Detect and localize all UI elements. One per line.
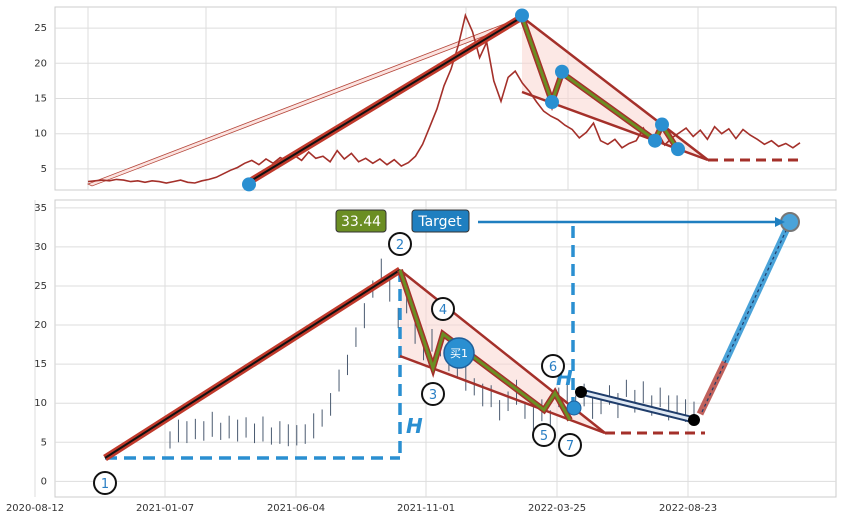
top-y-tick-label: 25 — [34, 23, 47, 34]
wave-point-label: 5 — [540, 429, 548, 444]
bottom-x-tick-label: 2022-03-25 — [528, 503, 586, 514]
top-markers — [242, 8, 685, 192]
top-marker-dot — [545, 95, 559, 110]
top-y-ticks: 5 10 15 20 25 — [34, 23, 47, 175]
top-price-path — [87, 12, 801, 184]
bottom-rising-trend-inner — [104, 269, 401, 459]
top-marker-dot — [648, 133, 662, 148]
wave-point-circle — [431, 297, 455, 321]
wave-point-label: 2 — [396, 238, 404, 253]
buy-marker — [443, 337, 475, 369]
wave-point-label: 3 — [429, 388, 437, 403]
price-label-box — [335, 209, 387, 233]
breakout-start-dot — [575, 386, 587, 398]
bottom-y-ticks: 0 5 10 15 20 25 30 35 — [34, 203, 47, 488]
wave-point-circles: 1 2 3 4 5 6 7 — [93, 232, 582, 495]
top-marker-dot — [655, 117, 669, 132]
bottom-y-tick-label: 30 — [34, 242, 47, 253]
top-rising-trend-inner — [248, 16, 523, 183]
top-y-tick-label: 10 — [34, 129, 47, 140]
price-label: 33.44 — [341, 214, 381, 230]
bottom-y-tick-label: 10 — [34, 398, 47, 409]
top-panel: 5 10 15 20 25 — [34, 6, 837, 192]
bottom-y-tick-label: 25 — [34, 281, 47, 292]
wave-point-label: 6 — [549, 360, 557, 375]
wave-point-label: 4 — [439, 303, 447, 318]
wave-point-label: 7 — [566, 439, 574, 454]
bottom-x-tick-label: 2021-01-07 — [136, 503, 194, 514]
wave-point-circle — [558, 433, 582, 457]
bottom-x-tick-label: 2021-06-04 — [267, 503, 325, 514]
bottom-y-tick-label: 15 — [34, 359, 47, 370]
breakout-marker — [566, 400, 582, 416]
top-channel-upper — [521, 16, 709, 161]
bottom-zigzag-inner — [398, 269, 572, 421]
buy-label: 买1 — [450, 347, 468, 360]
bottom-x-tick-label: 2020-08-12 — [6, 503, 64, 514]
bottom-x-tick-label: 2021-11-01 — [397, 503, 455, 514]
bottom-y-tick-label: 20 — [34, 320, 47, 331]
target-label-box — [411, 209, 470, 233]
target-label: Target — [417, 214, 462, 230]
top-marker-dot — [242, 177, 256, 192]
bottom-y-tick-label: 5 — [41, 437, 47, 448]
breakout-end-dot — [688, 414, 700, 426]
target-projection-dashed — [701, 221, 791, 413]
wave-point-label: 1 — [101, 477, 109, 492]
top-marker-dot — [515, 8, 529, 23]
height-label-left: H — [406, 414, 423, 438]
top-marker-dot — [555, 64, 569, 79]
top-marker-dot — [671, 142, 685, 157]
top-y-tick-label: 5 — [41, 164, 47, 175]
bottom-x-ticks: 2020-08-12 2021-01-07 2021-06-04 2021-11-01… — [6, 503, 717, 514]
top-y-tick-label: 15 — [34, 94, 47, 105]
target-arrow-head — [775, 217, 785, 227]
breakout-line-inner — [580, 390, 695, 422]
wave-point-circle — [532, 423, 556, 447]
wave-point-circle — [421, 382, 445, 406]
bottom-x-tick-label: 2022-08-23 — [659, 503, 717, 514]
wave-point-circle — [541, 354, 565, 378]
wave-point-circle — [388, 232, 412, 256]
top-price-line — [87, 12, 801, 184]
bottom-y-tick-label: 35 — [34, 203, 47, 214]
bottom-y-tick-label: 0 — [41, 476, 47, 487]
top-y-tick-label: 20 — [34, 58, 47, 69]
wave-point-circle — [93, 471, 117, 495]
